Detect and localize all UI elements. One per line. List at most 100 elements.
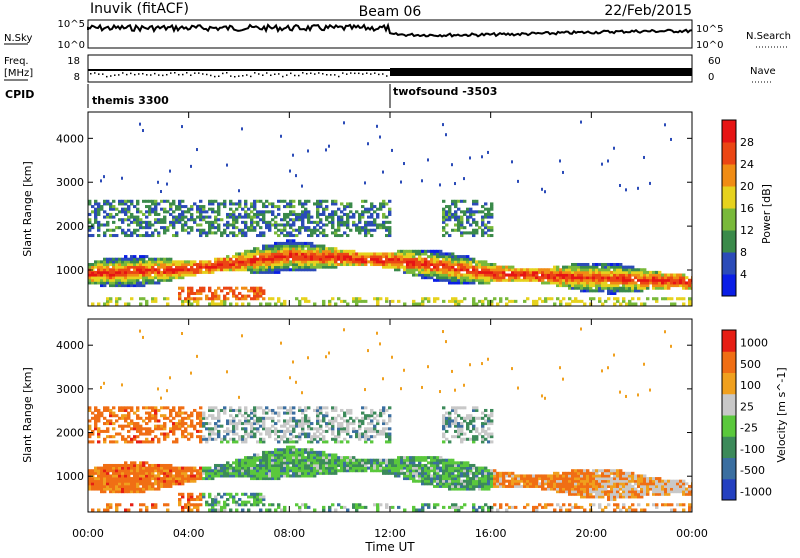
nave-dot — [310, 72, 312, 74]
power-cell — [250, 221, 253, 224]
power-cell — [223, 297, 226, 300]
power-cell — [382, 221, 385, 224]
power-cell — [673, 279, 676, 282]
power-cell — [286, 213, 289, 216]
power-cell — [286, 205, 289, 208]
velocity-cell — [142, 485, 145, 488]
power-scatter — [625, 188, 627, 191]
power-cell — [481, 229, 484, 232]
power-cell — [334, 229, 337, 232]
power-cell — [268, 255, 271, 258]
velocity-cell — [274, 477, 277, 480]
velocity-cell — [247, 435, 250, 438]
power-cell — [418, 268, 421, 271]
power-cell — [166, 258, 169, 261]
velocity-cell — [88, 427, 91, 430]
velocity-cell — [121, 435, 124, 438]
nave-dot — [202, 73, 204, 75]
power-cell — [655, 284, 658, 287]
power-cell — [475, 279, 478, 282]
power-cell — [499, 300, 502, 303]
velocity-cell — [127, 412, 130, 415]
power-cell — [547, 268, 550, 271]
velocity-cell — [316, 409, 319, 412]
power-cell — [658, 276, 661, 279]
velocity-cell — [277, 503, 280, 506]
velocity-cell — [307, 419, 310, 422]
velocity-cell — [157, 472, 160, 475]
power-cell — [322, 266, 325, 269]
velocity-cell — [403, 456, 406, 459]
power-cell — [238, 213, 241, 216]
velocity-cell — [253, 456, 256, 459]
power-cell — [604, 263, 607, 266]
velocity-cell — [283, 467, 286, 470]
nave-dot — [158, 74, 160, 76]
velocity-cell — [454, 419, 457, 422]
power-cell — [643, 281, 646, 284]
nave-dot — [326, 74, 328, 76]
power-cell — [181, 287, 184, 290]
power-cell — [280, 245, 283, 248]
power-cell — [469, 231, 472, 234]
velocity-cell — [370, 414, 373, 417]
power-cell — [517, 274, 520, 277]
power-cell — [592, 284, 595, 287]
power-cell — [442, 271, 445, 274]
power-cell — [274, 258, 277, 261]
velocity-cell — [454, 506, 457, 509]
power-cell — [529, 271, 532, 274]
velocity-cell — [307, 461, 310, 464]
velocity-cell — [193, 480, 196, 483]
power-cell — [358, 226, 361, 229]
power-cell — [643, 271, 646, 274]
velocity-cell — [298, 419, 301, 422]
velocity-cell — [214, 501, 217, 504]
power-cell — [229, 200, 232, 203]
power-cell — [427, 297, 430, 300]
velocity-cell — [112, 427, 115, 430]
velocity-cell — [133, 469, 136, 472]
power-cell — [430, 271, 433, 274]
power-cell — [364, 200, 367, 203]
power-cell — [586, 279, 589, 282]
power-cell — [151, 271, 154, 274]
velocity-cell — [289, 417, 292, 420]
velocity-cell — [211, 406, 214, 409]
power-colorbar-segment — [722, 142, 736, 165]
power-cell — [679, 279, 682, 282]
velocity-scatter — [442, 330, 444, 333]
power-cell — [181, 229, 184, 232]
power-cell — [685, 281, 688, 284]
velocity-cell — [283, 412, 286, 415]
power-cell — [130, 234, 133, 237]
velocity-cell — [445, 419, 448, 422]
power-cell — [178, 221, 181, 224]
power-cell — [163, 200, 166, 203]
velocity-cell — [151, 482, 154, 485]
power-cell — [301, 258, 304, 261]
power-cell — [313, 202, 316, 205]
velocity-cell — [217, 433, 220, 436]
velocity-cell — [400, 461, 403, 464]
velocity-cell — [448, 469, 451, 472]
power-cell — [436, 260, 439, 263]
power-cell — [553, 268, 556, 271]
power-cell — [415, 266, 418, 269]
velocity-cell — [454, 417, 457, 420]
velocity-cell — [280, 474, 283, 477]
power-cell — [361, 200, 364, 203]
velocity-cell — [262, 422, 265, 425]
velocity-cell — [331, 469, 334, 472]
velocity-scatter — [280, 342, 282, 345]
velocity-cell — [226, 433, 229, 436]
power-cell — [583, 274, 586, 277]
power-cell — [613, 279, 616, 282]
power-cell — [370, 252, 373, 255]
velocity-cell — [424, 456, 427, 459]
velocity-cell — [244, 427, 247, 430]
velocity-cell — [379, 414, 382, 417]
velocity-cell — [421, 509, 424, 512]
power-cell — [97, 274, 100, 277]
power-cell — [115, 281, 118, 284]
